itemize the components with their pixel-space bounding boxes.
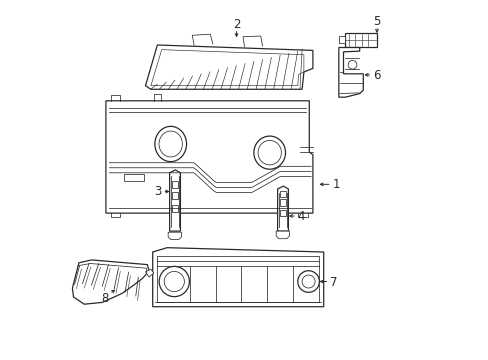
Circle shape <box>297 271 319 292</box>
Text: 8: 8 <box>101 292 108 305</box>
Polygon shape <box>344 33 376 47</box>
Polygon shape <box>72 260 149 304</box>
Polygon shape <box>276 231 289 239</box>
Text: 6: 6 <box>372 69 380 82</box>
Circle shape <box>347 60 356 69</box>
Polygon shape <box>145 269 153 277</box>
Circle shape <box>302 275 314 288</box>
Circle shape <box>164 271 184 292</box>
Bar <box>279 199 285 206</box>
Text: 2: 2 <box>232 18 240 31</box>
Text: 7: 7 <box>329 276 337 289</box>
Ellipse shape <box>155 126 186 162</box>
Circle shape <box>159 266 189 297</box>
Bar <box>171 205 178 212</box>
Text: 1: 1 <box>332 178 339 191</box>
Text: 3: 3 <box>153 185 161 198</box>
Polygon shape <box>106 101 312 213</box>
Polygon shape <box>277 186 288 231</box>
Ellipse shape <box>258 140 281 165</box>
Text: 4: 4 <box>297 210 305 223</box>
Ellipse shape <box>253 136 285 169</box>
Bar <box>171 181 178 188</box>
Ellipse shape <box>159 131 182 157</box>
Polygon shape <box>169 170 180 231</box>
Polygon shape <box>152 248 323 307</box>
Bar <box>123 174 143 181</box>
Polygon shape <box>168 232 181 239</box>
Bar <box>171 192 178 199</box>
Polygon shape <box>338 36 344 43</box>
Bar <box>279 191 285 197</box>
Text: 5: 5 <box>372 15 380 28</box>
Polygon shape <box>145 45 312 89</box>
Polygon shape <box>338 48 363 97</box>
Bar <box>279 210 285 216</box>
